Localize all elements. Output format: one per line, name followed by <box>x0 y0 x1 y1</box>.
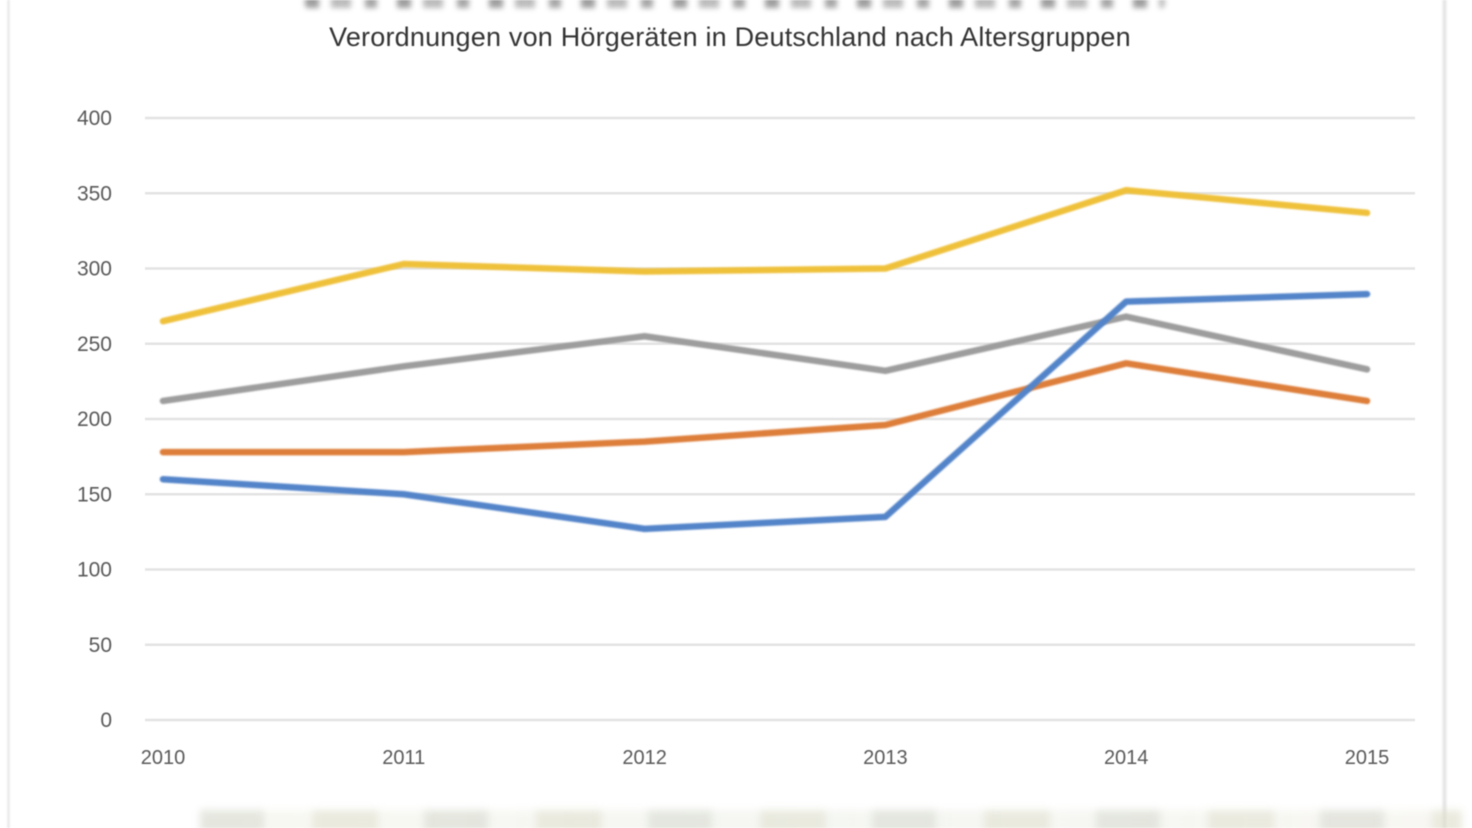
y-tick-label: 100 <box>77 559 112 582</box>
chart-title: Verordnungen von Hörgeräten in Deutschla… <box>329 22 1131 52</box>
x-tick-label: 2011 <box>382 747 425 769</box>
legend-cutoff-strip <box>200 810 1462 828</box>
series-line-blue <box>159 290 1371 533</box>
x-tick-label: 2015 <box>1345 747 1390 769</box>
y-tick-label: 50 <box>89 634 112 657</box>
y-tick-label: 250 <box>77 333 112 356</box>
container-border-right <box>1441 0 1448 828</box>
x-tick-label: 2013 <box>863 747 908 769</box>
y-tick-label: 150 <box>77 483 112 506</box>
x-tick-label: 2012 <box>622 747 667 769</box>
y-tick-label: 0 <box>100 709 112 732</box>
y-tick-label: 200 <box>77 408 112 431</box>
series-line-yellow <box>159 186 1371 325</box>
series-line-gray <box>159 313 1371 405</box>
series-line-orange <box>159 360 1371 456</box>
cutoff-title-line <box>305 0 1165 8</box>
y-tick-label: 350 <box>77 182 112 205</box>
x-tick-label: 2014 <box>1104 747 1149 769</box>
y-tick-label: 300 <box>77 258 112 281</box>
container-border-left <box>6 0 11 828</box>
x-tick-label: 2010 <box>141 747 186 769</box>
y-tick-label: 400 <box>77 107 112 130</box>
